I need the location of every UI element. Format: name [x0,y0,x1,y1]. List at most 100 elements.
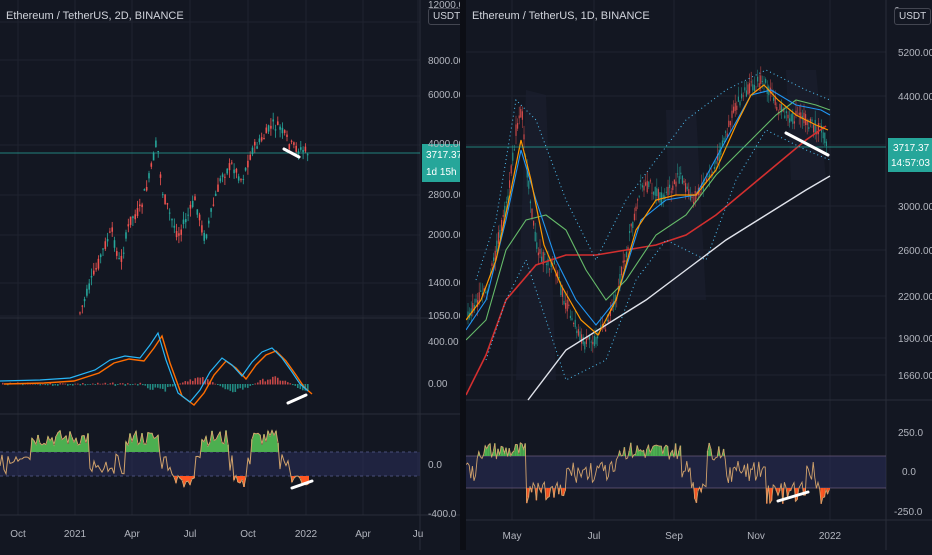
candle-body [185,219,187,223]
price-axis-label: 4000.00 [428,139,460,150]
candle-body [600,325,602,328]
macd-histogram-bar [224,384,227,390]
candle-body [739,101,741,106]
candle-body [157,150,159,152]
pane-divider[interactable] [460,0,466,550]
candle-body [203,232,205,241]
macd-divergence-trendline [286,393,308,405]
macd-histogram-bar [239,384,242,389]
candle-body [201,225,203,233]
candle-body [481,292,483,296]
candle-body [221,174,224,178]
macd-histogram-bar [132,384,134,385]
candle-body [557,271,559,278]
macd-histogram-bar [22,384,24,386]
candle-body [553,260,555,265]
candle-body [518,115,520,119]
candle-body [784,115,786,119]
candle-body [627,247,629,251]
macd-histogram-bar [117,384,119,385]
candle-body [587,337,589,339]
macd-histogram-bar [227,384,229,390]
candle-body [745,90,747,97]
candle-body [822,132,824,139]
time-axis-label: 2022 [295,529,318,540]
macd-histogram-bar [77,383,79,385]
left-chart-panel[interactable]: 12000.00 8000.00 6000.00 2800.00 2000.00 1400… [0,0,470,550]
candle-body [729,121,731,126]
candle-body [208,220,210,224]
candle-body [166,203,169,205]
candle-body [643,185,645,191]
candle-body [295,145,297,152]
candle-body [645,182,647,186]
candle-body [597,336,599,339]
candle-body [529,201,531,204]
candle-body [699,191,701,196]
candle-body [212,204,215,206]
candle-body [771,90,773,94]
candle-body [757,76,759,82]
candle-body [705,178,707,183]
candle-body [792,112,794,124]
candle-body [120,255,123,262]
macd-histogram-bar [34,384,37,385]
macd-histogram-bar [287,382,289,385]
candle-body [244,167,247,171]
candle-body [582,336,584,345]
oscillator-band [0,452,420,476]
candle-body [537,252,539,256]
macd-histogram-bar [127,383,129,385]
candle-body [509,180,511,188]
candle-body [290,140,293,142]
candle-body [191,200,194,208]
last-price-label: 3717.37 [893,143,930,154]
macd-histogram-bar [7,384,9,386]
candle-body [242,179,245,181]
candle-body [237,176,240,181]
countdown-label: 14:57:03 [891,158,930,169]
right-currency-badge[interactable]: USDT [894,8,932,25]
candle-body [542,251,544,265]
macd-histogram-bar [297,384,299,389]
candle-body [760,75,762,84]
candle-body [93,270,95,275]
macd-histogram-bar [104,382,107,385]
right-chart-canvas[interactable]: 65200.004400.003000.002600.002200.001900… [465,0,932,550]
price-axis-label: 3000.00 [898,202,932,213]
candle-body [226,168,228,174]
time-axis-label: Oct [240,529,256,540]
left-chart-canvas[interactable]: 12000.00 8000.00 6000.00 2800.00 2000.00 1400… [0,0,470,550]
candle-body [189,204,192,209]
macd-histogram-bar [197,377,199,385]
candle-body [713,167,715,170]
left-currency-badge[interactable]: USDT [428,8,466,25]
candle-body [113,240,116,248]
candle-body [491,263,493,266]
macd-histogram-bar [54,384,57,386]
macd-histogram-bar [87,384,89,385]
macd-histogram-bar [187,381,189,385]
candle-body [235,168,238,173]
candle-body [134,214,136,220]
candle-body [302,149,304,153]
candle-body [279,126,281,130]
candle-body [109,231,111,233]
candle-body [651,192,653,194]
candle-body [638,195,640,197]
right-chart-panel[interactable]: 65200.004400.003000.002600.002200.001900… [465,0,932,550]
candle-body [205,234,208,239]
macd-histogram-bar [154,384,157,388]
candle-body [283,130,286,133]
candle-body [467,311,469,320]
candle-body [545,263,547,265]
candle-body [263,138,265,140]
candle-body [132,216,134,219]
osc-divergence-trendline [290,479,314,490]
candle-body [761,80,763,82]
macd-histogram-bar [119,383,122,385]
candle-body [547,258,549,266]
candle-body [565,302,567,309]
candle-body [254,141,256,146]
candle-body [777,111,779,113]
